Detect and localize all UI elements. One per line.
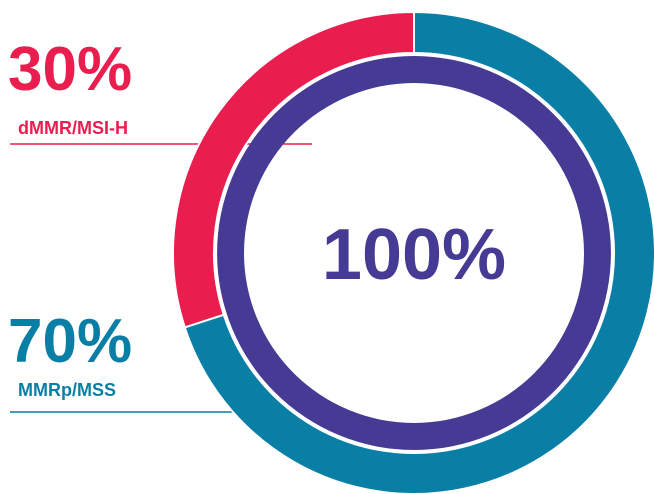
center-label: 100% <box>322 215 506 295</box>
value-label: 70% <box>8 307 132 376</box>
category-label: dMMR/MSI-H <box>18 118 128 138</box>
donut-segment <box>183 10 654 494</box>
category-label: MMRp/MSS <box>18 380 116 400</box>
value-label: 30% <box>8 35 132 104</box>
